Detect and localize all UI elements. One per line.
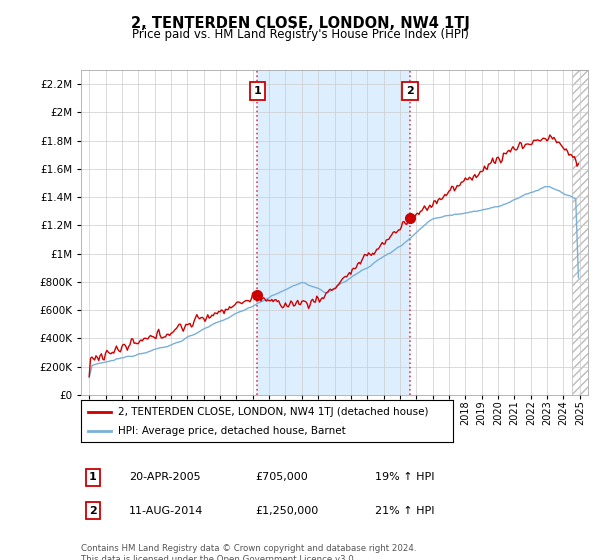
Text: 2, TENTERDEN CLOSE, LONDON, NW4 1TJ (detached house): 2, TENTERDEN CLOSE, LONDON, NW4 1TJ (det… bbox=[118, 407, 428, 417]
Text: 1: 1 bbox=[254, 86, 262, 96]
Text: Contains HM Land Registry data © Crown copyright and database right 2024.
This d: Contains HM Land Registry data © Crown c… bbox=[81, 544, 416, 560]
Text: 19% ↑ HPI: 19% ↑ HPI bbox=[375, 472, 434, 482]
Text: HPI: Average price, detached house, Barnet: HPI: Average price, detached house, Barn… bbox=[118, 426, 346, 436]
Text: 2: 2 bbox=[89, 506, 97, 516]
Text: £1,250,000: £1,250,000 bbox=[255, 506, 318, 516]
Text: 21% ↑ HPI: 21% ↑ HPI bbox=[375, 506, 434, 516]
Text: £705,000: £705,000 bbox=[255, 472, 308, 482]
Text: Price paid vs. HM Land Registry's House Price Index (HPI): Price paid vs. HM Land Registry's House … bbox=[131, 28, 469, 41]
Text: 2, TENTERDEN CLOSE, LONDON, NW4 1TJ: 2, TENTERDEN CLOSE, LONDON, NW4 1TJ bbox=[131, 16, 469, 31]
Bar bbox=[572, 70, 588, 395]
Bar bbox=[257, 70, 410, 395]
Text: 1: 1 bbox=[89, 472, 97, 482]
Text: 20-APR-2005: 20-APR-2005 bbox=[129, 472, 200, 482]
Text: 2: 2 bbox=[406, 86, 414, 96]
Text: 11-AUG-2014: 11-AUG-2014 bbox=[129, 506, 203, 516]
